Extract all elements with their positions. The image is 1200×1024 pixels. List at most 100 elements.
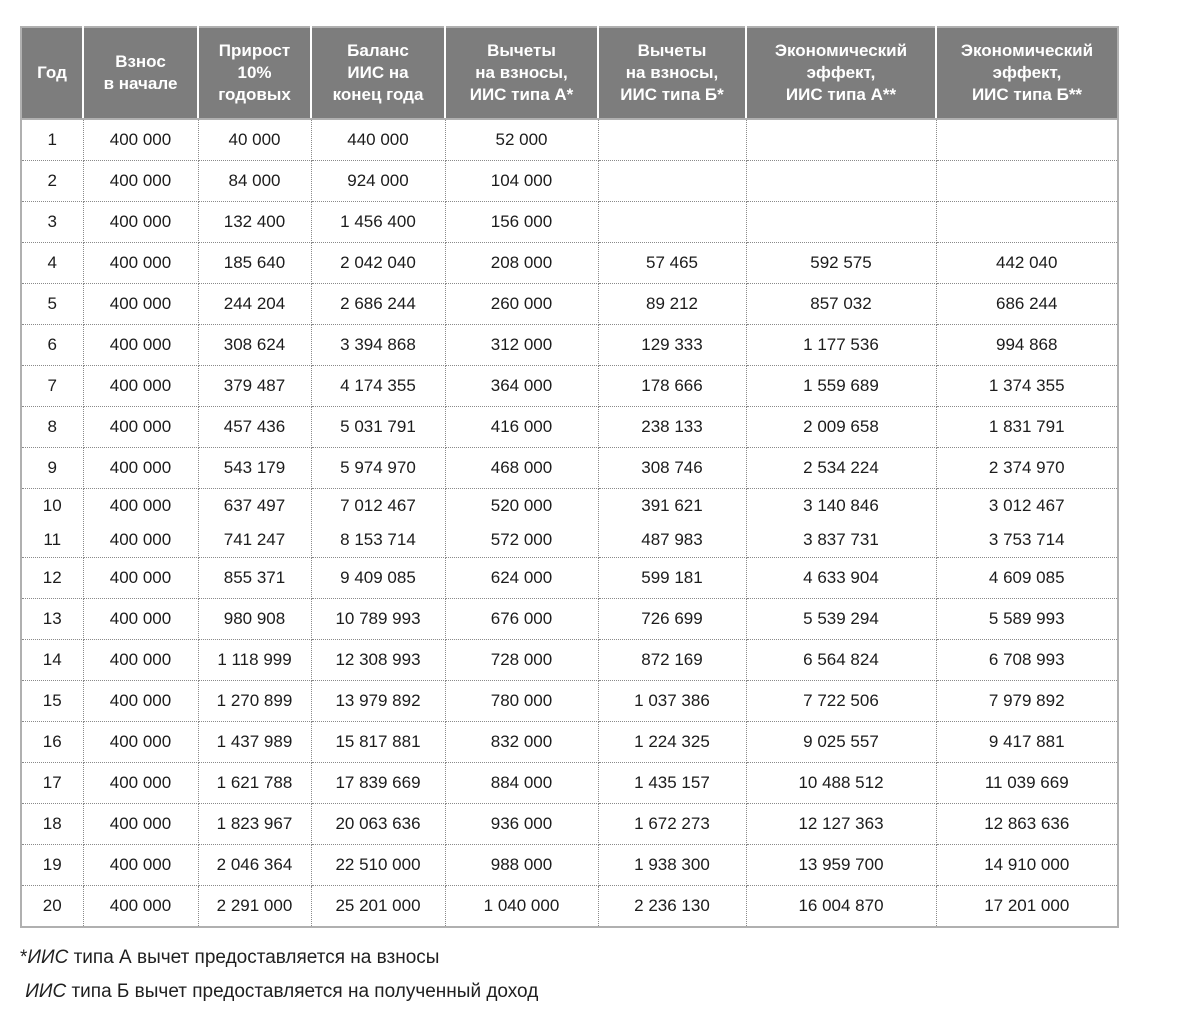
- cell-text: 400 000: [109, 458, 172, 477]
- cell-value: 676 000: [444, 598, 599, 640]
- cell-text: 1 435 157: [634, 773, 710, 792]
- cell-text: 156 000: [490, 212, 553, 231]
- col-header-contribution: Взнос в начале: [82, 27, 198, 120]
- cell-value: 400 000: [82, 365, 199, 407]
- cell-value: 936 000: [444, 803, 599, 845]
- cell-text: 1 456 400: [340, 212, 416, 231]
- footnote-term: ИИС: [27, 947, 69, 968]
- cell-value: 13 979 892: [310, 680, 446, 722]
- cell-value: 17 839 669: [310, 762, 446, 804]
- table-row: 3 400 000 132 400 1 456 400 156 000: [20, 201, 1119, 243]
- cell-value: [597, 160, 747, 202]
- cell-year: 16: [20, 721, 84, 763]
- cell-text: 7 722 506: [803, 691, 879, 710]
- cell-value: 400 000: [82, 118, 199, 161]
- cell-text: 40 000: [228, 130, 281, 149]
- cell-value: 4 633 904: [745, 557, 937, 599]
- cell-value: 9 417 881: [935, 721, 1119, 763]
- cell-text: 780 000: [490, 691, 553, 710]
- table-row: 9 400 000 543 179 5 974 970 468 000 308 746 2 …: [20, 447, 1119, 489]
- cell-text: 924 000: [347, 171, 409, 190]
- cell-text: 185 640: [223, 253, 286, 272]
- cell-value: 308 624: [197, 324, 312, 366]
- cell-value: 9 025 557: [745, 721, 937, 763]
- table-row: 4 400 000 185 640 2 042 040 208 000 57 465 592…: [20, 242, 1119, 284]
- cell-year: 14: [20, 639, 84, 681]
- cell-text: 238 133: [641, 417, 703, 436]
- cell-text: 994 868: [996, 335, 1058, 354]
- cell-text: 20: [42, 896, 62, 915]
- cell-text: 391 621: [641, 496, 703, 515]
- col-header-balance: Баланс ИИС на конец года: [310, 27, 445, 120]
- cell-value: 440 000: [310, 118, 446, 161]
- cell-text: 178 666: [641, 376, 703, 395]
- cell-text: 5: [47, 294, 57, 313]
- cell-value: 57 465: [597, 242, 747, 284]
- header-row: Год Взнос в начале Прирост 10% годовых Б…: [21, 27, 1118, 120]
- footnote-term: ИИС: [25, 981, 67, 1002]
- cell-value: 364 000: [444, 365, 599, 407]
- cell-value: 400 000: [82, 557, 199, 599]
- footnote-type-b: ИИС типа Б вычет предоставляется на полу…: [20, 975, 538, 1009]
- cell-text: 855 371: [223, 568, 286, 587]
- cell-value: 1 374 355: [935, 365, 1119, 407]
- cell-text: 400 000: [109, 253, 172, 272]
- footnote-type-a: *ИИС типа А вычет предоставляется на взн…: [20, 941, 538, 975]
- cell-text: 9: [47, 458, 57, 477]
- cell-value: 1 177 536: [745, 324, 937, 366]
- cell-value: 468 000: [444, 447, 599, 489]
- col-header-deduction-type-a: Вычеты на взносы, ИИС типа А*: [444, 27, 598, 120]
- cell-text: 440 000: [347, 130, 409, 149]
- cell-value: 3 140 846 3 837 731: [745, 488, 937, 558]
- cell-value: 400 000: [82, 639, 199, 681]
- cell-value: 308 746: [597, 447, 747, 489]
- cell-text: 10 789 993: [335, 609, 421, 628]
- cell-value: 1 456 400: [310, 201, 446, 243]
- cell-text: 379 487: [223, 376, 286, 395]
- cell-value: 7 012 467 8 153 714: [310, 488, 446, 558]
- cell-text: 1 559 689: [803, 376, 879, 395]
- cell-value: 20 063 636: [310, 803, 446, 845]
- cell-text: 400 000: [109, 376, 172, 395]
- cell-text: 1 374 355: [988, 376, 1065, 395]
- cell-text: 884 000: [490, 773, 553, 792]
- cell-text: 1 672 273: [634, 814, 710, 833]
- cell-value: 3 394 868: [310, 324, 446, 366]
- cell-year: 10 11: [20, 488, 84, 558]
- cell-value: 104 000: [444, 160, 599, 202]
- cell-text: 57 465: [646, 253, 698, 272]
- cell-text: 16 004 870: [798, 896, 884, 915]
- cell-value: 178 666: [597, 365, 747, 407]
- cell-value: 1 224 325: [597, 721, 747, 763]
- cell-value: 857 032: [745, 283, 937, 325]
- cell-text: 543 179: [223, 458, 286, 477]
- footnote-text: типа А вычет предоставляется на взносы: [68, 947, 440, 968]
- cell-text: 7 979 892: [988, 691, 1065, 710]
- cell-value: 1 831 791: [935, 406, 1119, 448]
- table-header: Год Взнос в начале Прирост 10% годовых Б…: [21, 27, 1118, 120]
- cell-text: 400 000: [109, 171, 172, 190]
- cell-text: 17: [42, 773, 62, 792]
- cell-value: 2 042 040: [310, 242, 446, 284]
- cell-text: 400 000: [109, 130, 172, 149]
- cell-text: 1 224 325: [634, 732, 710, 751]
- cell-text: 2 374 970: [988, 458, 1065, 477]
- cell-text: 400 000: [109, 691, 172, 710]
- cell-year: 13: [20, 598, 84, 640]
- col-header-year: Год: [21, 27, 83, 120]
- cell-text: 1 831 791: [988, 417, 1065, 436]
- cell-value: 156 000: [444, 201, 599, 243]
- footnote-text: типа Б вычет предоставляется на полученн…: [66, 981, 539, 1002]
- cell-value: 994 868: [935, 324, 1119, 366]
- cell-text: 12 863 636: [984, 814, 1070, 833]
- table-row: 19 400 000 2 046 364 22 510 000 988 000 1 938…: [20, 844, 1119, 886]
- cell-text: 18: [42, 814, 62, 833]
- cell-text: [937, 161, 1118, 201]
- cell-text: 6 708 993: [988, 650, 1065, 669]
- cell-value: 7 722 506: [745, 680, 937, 722]
- cell-text: 2 236 130: [634, 896, 710, 915]
- cell-value: 6 564 824: [745, 639, 937, 681]
- cell-text: 3 753 714: [988, 530, 1065, 549]
- cell-value: 1 040 000: [444, 885, 599, 928]
